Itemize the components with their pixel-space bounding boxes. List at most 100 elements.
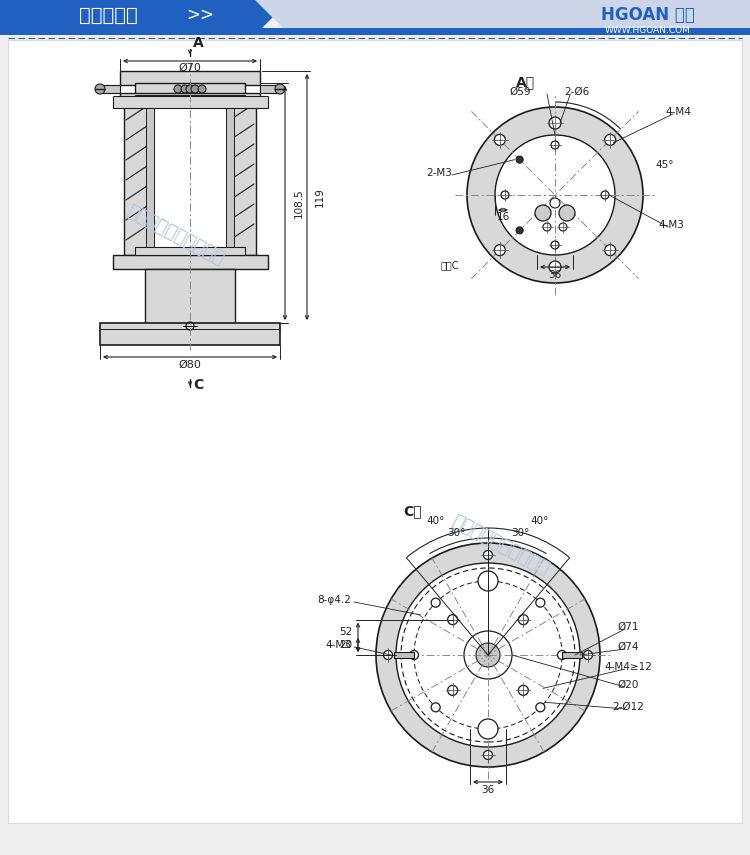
Circle shape: [584, 651, 592, 659]
Circle shape: [550, 198, 560, 208]
Text: 北京衡工仪器有限公司: 北京衡工仪器有限公司: [123, 202, 226, 268]
Circle shape: [484, 576, 493, 586]
Circle shape: [478, 719, 498, 739]
Text: A向: A向: [515, 75, 535, 89]
Bar: [124, 103, 152, 255]
Circle shape: [536, 703, 544, 712]
Text: C向: C向: [404, 504, 422, 518]
Text: >>: >>: [186, 6, 214, 24]
Circle shape: [516, 227, 524, 234]
Text: 4-M4: 4-M4: [665, 107, 691, 117]
Bar: [394, 652, 414, 658]
Polygon shape: [255, 0, 750, 35]
Circle shape: [604, 245, 616, 256]
Text: Ø70: Ø70: [178, 63, 202, 73]
Circle shape: [543, 223, 551, 231]
Polygon shape: [0, 0, 290, 35]
Text: 4-M4≥12: 4-M4≥12: [604, 662, 652, 672]
Circle shape: [191, 85, 199, 93]
Circle shape: [518, 615, 528, 625]
Text: C: C: [193, 378, 203, 392]
Text: 119: 119: [315, 187, 325, 207]
Circle shape: [467, 107, 643, 283]
Circle shape: [476, 643, 500, 667]
Bar: [112, 96, 268, 108]
Circle shape: [181, 85, 189, 93]
Bar: [102, 85, 120, 93]
Text: 52: 52: [339, 628, 352, 637]
Circle shape: [431, 598, 440, 607]
Circle shape: [484, 724, 493, 734]
Text: 2-Ø12: 2-Ø12: [612, 702, 644, 712]
Circle shape: [551, 241, 559, 249]
Circle shape: [410, 651, 419, 659]
Circle shape: [535, 205, 551, 221]
Circle shape: [536, 598, 544, 607]
Bar: [135, 247, 245, 255]
Circle shape: [376, 543, 600, 767]
Circle shape: [478, 571, 498, 591]
Text: 16: 16: [496, 212, 510, 222]
Text: Ø20: Ø20: [617, 680, 639, 690]
Bar: [0, 28, 750, 35]
Circle shape: [559, 223, 567, 231]
Bar: [120, 93, 260, 103]
Text: 4-M3: 4-M3: [658, 220, 684, 230]
Text: 36: 36: [482, 785, 495, 795]
Text: 4-M3: 4-M3: [326, 640, 351, 650]
Text: 40°: 40°: [427, 516, 445, 526]
Text: 轴线C: 轴线C: [440, 260, 459, 270]
Circle shape: [495, 135, 615, 255]
Text: 45°: 45°: [656, 160, 674, 170]
Circle shape: [464, 631, 512, 679]
Text: 2-Ø6: 2-Ø6: [564, 87, 590, 97]
Circle shape: [557, 651, 566, 659]
Bar: [228, 103, 256, 255]
Circle shape: [396, 563, 580, 747]
Circle shape: [431, 703, 440, 712]
Bar: [145, 269, 235, 337]
Bar: [260, 85, 278, 93]
Circle shape: [186, 85, 194, 93]
Text: 北京衡工仪器有限公司: 北京衡工仪器有限公司: [448, 512, 552, 578]
Text: A: A: [193, 36, 203, 50]
Text: 2-M3: 2-M3: [426, 168, 452, 178]
Text: 30°: 30°: [447, 528, 465, 538]
Text: Ø80: Ø80: [178, 360, 202, 370]
Bar: [112, 255, 268, 269]
Bar: [560, 0, 745, 30]
Circle shape: [559, 205, 575, 221]
Text: 108.5: 108.5: [294, 188, 304, 218]
Circle shape: [383, 651, 392, 659]
Circle shape: [484, 551, 493, 559]
Bar: [135, 83, 245, 95]
Circle shape: [518, 686, 528, 695]
Bar: [120, 71, 260, 85]
Circle shape: [95, 84, 105, 94]
Bar: [562, 652, 582, 658]
Circle shape: [501, 191, 509, 199]
Circle shape: [601, 191, 609, 199]
Bar: [146, 99, 154, 263]
Text: Ø74: Ø74: [617, 642, 639, 652]
Bar: [100, 323, 280, 345]
Text: 8-φ4.2: 8-φ4.2: [317, 595, 351, 605]
Text: 尺寸外形图: 尺寸外形图: [79, 5, 137, 25]
Text: Ø59: Ø59: [509, 87, 531, 97]
Circle shape: [198, 85, 206, 93]
Text: 40°: 40°: [531, 516, 549, 526]
Bar: [226, 99, 234, 263]
Text: Ø71: Ø71: [617, 622, 639, 632]
Circle shape: [275, 84, 285, 94]
Circle shape: [551, 141, 559, 149]
Circle shape: [448, 615, 458, 625]
Circle shape: [494, 134, 506, 145]
Text: 36: 36: [548, 270, 562, 280]
Circle shape: [494, 245, 506, 256]
Circle shape: [174, 85, 182, 93]
Circle shape: [448, 686, 458, 695]
Circle shape: [484, 751, 493, 759]
Circle shape: [516, 156, 524, 163]
Text: WWW.HGOAN.COM: WWW.HGOAN.COM: [605, 27, 691, 36]
Circle shape: [604, 134, 616, 145]
